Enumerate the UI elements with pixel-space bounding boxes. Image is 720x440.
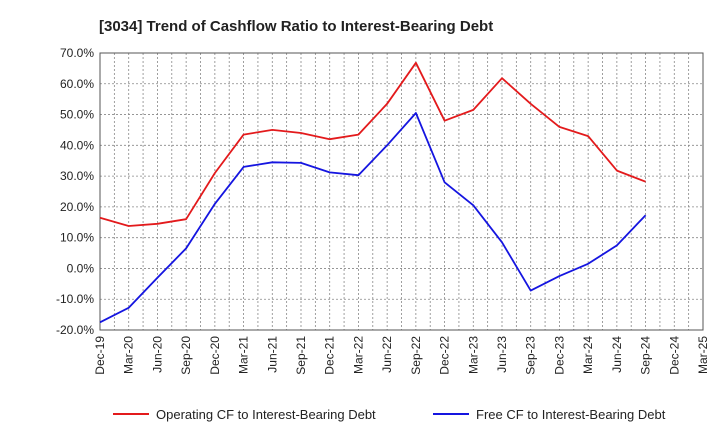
y-tick-label: 70.0%: [60, 46, 94, 60]
series-line-2: [99, 112, 647, 324]
chart-title: [3034] Trend of Cashflow Ratio to Intere…: [99, 18, 493, 35]
x-tick-label: Jun-22: [380, 336, 394, 373]
x-tick-label: Mar-23: [466, 336, 480, 374]
x-tick-label: Dec-21: [323, 336, 337, 375]
series-line-1: [99, 61, 646, 227]
x-tick-label: Mar-20: [122, 336, 136, 374]
x-tick-label: Dec-23: [552, 336, 566, 375]
x-tick-label: Dec-24: [667, 336, 681, 375]
x-tick-label: Mar-22: [351, 336, 365, 374]
x-tick-label: Sep-20: [179, 336, 193, 375]
x-tick-label: Jun-24: [610, 336, 624, 373]
x-tick-label: Sep-22: [409, 336, 423, 375]
legend-label-1: Operating CF to Interest-Bearing Debt: [156, 407, 376, 422]
y-tick-label: 50.0%: [60, 108, 94, 122]
y-tick-label: 20.0%: [60, 200, 94, 214]
grid-layer: [100, 52, 703, 331]
x-tick-label: Mar-21: [237, 336, 251, 374]
legend: Operating CF to Interest-Bearing Debt Fre…: [113, 407, 666, 422]
x-tick-label: Mar-25: [696, 336, 710, 374]
axis-layer: -20.0% -10.0% 0.0% 10.0% 20.0% 30.0% 40.0% 50.0…: [56, 46, 710, 375]
y-tick-label: 40.0%: [60, 138, 94, 152]
y-tick-label: 60.0%: [60, 77, 94, 91]
y-tick-label: 0.0%: [67, 261, 95, 275]
x-tick-label: Jun-20: [150, 336, 164, 373]
x-tick-label: Sep-21: [294, 336, 308, 375]
x-tick-label: Mar-24: [581, 336, 595, 374]
x-tick-label: Jun-23: [495, 336, 509, 373]
x-tick-label: Dec-22: [438, 336, 452, 375]
x-tick-label: Dec-19: [93, 336, 107, 375]
legend-label-2: Free CF to Interest-Bearing Debt: [476, 407, 666, 422]
y-tick-label: 10.0%: [60, 231, 94, 245]
x-tick-label: Sep-24: [639, 336, 653, 375]
x-tick-label: Jun-21: [265, 336, 279, 373]
series-layer: [99, 61, 647, 324]
y-tick-label: 30.0%: [60, 169, 94, 183]
x-tick-label: Dec-20: [208, 336, 222, 375]
y-tick-label: -10.0%: [56, 292, 94, 306]
plot-frame: [99, 52, 704, 331]
y-tick-label: -20.0%: [56, 323, 94, 337]
x-tick-label: Sep-23: [524, 336, 538, 375]
